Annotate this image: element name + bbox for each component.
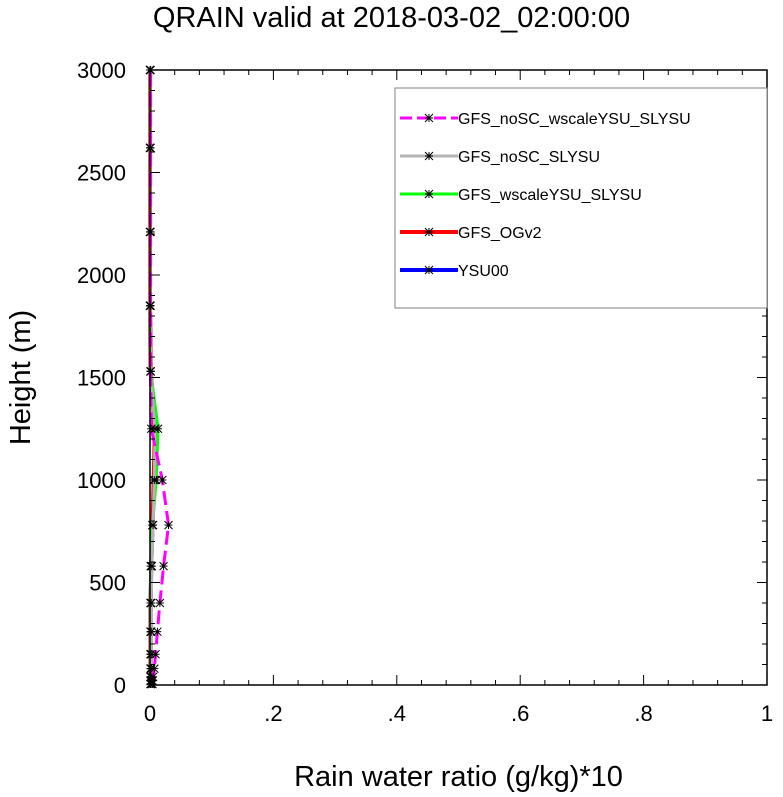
x-tick-label: .4: [388, 701, 406, 726]
legend-item: GFS_noSC_SLYSU: [400, 149, 600, 166]
x-tick-label: 1: [761, 701, 773, 726]
y-axis-title: Height (m): [5, 310, 37, 445]
data-point: [153, 627, 162, 637]
axis-ticks: [149, 69, 768, 686]
data-point: [164, 520, 173, 530]
legend-marker: [424, 151, 434, 161]
x-axis-title: Rain water ratio (g/kg)*10: [294, 761, 623, 793]
legend-item: YSU00: [400, 263, 509, 280]
x-tick-label: .8: [634, 701, 652, 726]
legend-label: GFS_OGv2: [458, 225, 542, 242]
legend-item: GFS_wscaleYSU_SLYSU: [400, 187, 642, 204]
series-line: [149, 70, 171, 684]
data-point: [146, 424, 156, 434]
x-tick-label: .2: [264, 701, 282, 726]
y-tick-label: 2500: [77, 161, 126, 186]
y-tick-label: 1000: [77, 468, 126, 493]
legend-label: GFS_noSC_wscaleYSU_SLYSU: [458, 111, 691, 128]
legend-item: GFS_OGv2: [400, 225, 542, 242]
y-tick-label: 0: [114, 673, 126, 698]
y-tick-label: 500: [89, 571, 126, 596]
y-tick-label: 3000: [77, 58, 126, 83]
data-point: [147, 561, 157, 571]
data-point: [149, 664, 159, 673]
legend-marker: [424, 113, 434, 123]
legend-marker: [424, 265, 434, 275]
legend-item: GFS_noSC_wscaleYSU_SLYSU: [400, 111, 691, 128]
x-tick-label: 0: [144, 701, 156, 726]
legend-marker: [424, 227, 434, 237]
legend: GFS_noSC_wscaleYSU_SLYSU GFS_noSC_SLYSU GF…: [394, 87, 768, 309]
data-point: [155, 598, 165, 608]
legend-label: GFS_wscaleYSU_SLYSU: [458, 187, 642, 204]
legend-label: GFS_noSC_SLYSU: [458, 149, 600, 166]
data-point: [159, 561, 168, 571]
legend-label: YSU00: [458, 263, 509, 280]
data-point: [151, 649, 160, 659]
legend-marker: [424, 189, 434, 199]
y-tick-label: 1500: [77, 366, 126, 391]
series-GFS_noSC_SLYSU: [145, 65, 160, 689]
chart-title: QRAIN valid at 2018-03-02_02:00:00: [152, 2, 631, 34]
x-tick-label: .6: [511, 701, 529, 726]
axis-tick-labels: 0 .2 .4 .6 .8 1 0 500 1000 1500 2000 2500 3000: [77, 58, 773, 726]
y-tick-label: 2000: [77, 263, 126, 288]
